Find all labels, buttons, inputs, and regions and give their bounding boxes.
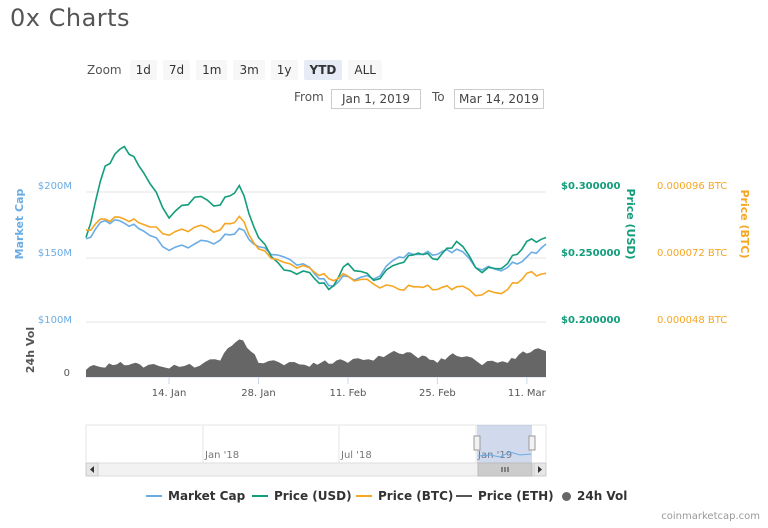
y-left-tick-200: $200M bbox=[38, 181, 72, 192]
zoom-3m-button[interactable]: 3m bbox=[233, 60, 265, 80]
y-left-tick-150: $150M bbox=[38, 248, 72, 259]
grid bbox=[86, 191, 546, 323]
y-btc-tick-96: 0.000096 BTC bbox=[657, 181, 727, 192]
zoom-ytd-button[interactable]: YTD bbox=[303, 60, 343, 80]
y-btc-axis-label: Price (BTC) bbox=[738, 189, 751, 258]
volume-series bbox=[86, 339, 546, 377]
legend-24h-vol-swatch bbox=[562, 491, 571, 501]
navigator-label-jan18: Jan '18 bbox=[204, 450, 239, 461]
credit-link[interactable]: coinmarketcap.com bbox=[661, 511, 760, 522]
y-usd-tick-0300: $0.300000 bbox=[561, 181, 621, 192]
series-price-btc bbox=[85, 215, 547, 297]
legend-price-eth-swatch bbox=[456, 495, 472, 497]
navigator[interactable] bbox=[85, 424, 547, 464]
volume-tick-0: 0 bbox=[64, 368, 70, 379]
zoom-selector: Zoom 1d 7d 1m 3m 1y YTD ALL bbox=[87, 60, 382, 80]
zoom-1d-button[interactable]: 1d bbox=[129, 60, 157, 80]
navigator-selection[interactable] bbox=[477, 425, 532, 463]
zoom-all-button[interactable]: ALL bbox=[348, 60, 382, 80]
navigator-label-jul18: Jul '18 bbox=[340, 450, 372, 461]
legend-price-btc[interactable]: Price (BTC) bbox=[356, 489, 453, 503]
x-tick-label: 11. Feb bbox=[330, 388, 367, 399]
zoom-7d-button[interactable]: 7d bbox=[162, 60, 191, 80]
navigator-handle-right[interactable] bbox=[528, 435, 536, 451]
y-btc-tick-72: 0.000072 BTC bbox=[657, 248, 727, 259]
series-24h-vol bbox=[86, 339, 546, 377]
legend-24h-vol[interactable]: 24h Vol bbox=[562, 489, 627, 503]
volume-axis-label: 24h Vol bbox=[24, 327, 37, 373]
zoom-1y-button[interactable]: 1y bbox=[270, 60, 298, 80]
x-tick-label: 28. Jan bbox=[241, 388, 276, 399]
x-tick-label: 14. Jan bbox=[152, 388, 187, 399]
legend-market-cap-label: Market Cap bbox=[168, 489, 246, 503]
legend-market-cap[interactable]: Market Cap bbox=[146, 489, 245, 503]
x-tick-label: 11. Mar bbox=[508, 388, 547, 399]
to-date-input[interactable]: Mar 14, 2019 bbox=[454, 89, 544, 109]
legend-market-cap-swatch bbox=[146, 495, 162, 497]
legend-24h-vol-label: 24h Vol bbox=[577, 489, 628, 503]
y-left-axis-label: Market Cap bbox=[13, 189, 26, 260]
legend-price-usd-label: Price (USD) bbox=[274, 489, 352, 503]
price-series bbox=[85, 145, 547, 297]
price-chart: $200M $150M $100M Market Cap $0.300000 $… bbox=[13, 145, 751, 477]
chart-legend: Market Cap Price (USD) Price (BTC) Price… bbox=[0, 489, 768, 509]
legend-price-eth[interactable]: Price (ETH) bbox=[456, 489, 554, 503]
to-label: To bbox=[432, 90, 445, 104]
zoom-label: Zoom bbox=[87, 63, 122, 77]
series-price-usd bbox=[85, 145, 547, 291]
y-left-tick-100: $100M bbox=[38, 315, 72, 326]
y-usd-tick-0200: $0.200000 bbox=[561, 315, 621, 326]
from-label: From bbox=[294, 90, 324, 104]
legend-price-usd-swatch bbox=[252, 495, 268, 497]
scroll-right-arrow-icon bbox=[538, 466, 542, 473]
page-title: 0x Charts bbox=[10, 4, 131, 32]
y-usd-tick-0250: $0.250000 bbox=[561, 248, 621, 259]
legend-price-btc-swatch bbox=[356, 495, 372, 497]
from-date-input[interactable]: Jan 1, 2019 bbox=[331, 89, 421, 109]
scroll-left-arrow-icon bbox=[90, 466, 94, 473]
navigator-series bbox=[477, 451, 532, 458]
series-market-cap bbox=[85, 218, 547, 287]
legend-price-usd[interactable]: Price (USD) bbox=[252, 489, 352, 503]
navigator-handle-left[interactable] bbox=[473, 435, 481, 451]
x-axis: 14. Jan 28. Jan 11. Feb 25. Feb 11. Mar bbox=[152, 377, 547, 399]
zoom-1m-button[interactable]: 1m bbox=[196, 60, 228, 80]
legend-price-btc-label: Price (BTC) bbox=[378, 489, 454, 503]
scrollbar-track[interactable] bbox=[85, 462, 547, 477]
scrollbar-grip-icon bbox=[501, 467, 509, 472]
legend-price-eth-label: Price (ETH) bbox=[478, 489, 554, 503]
x-tick-label: 25. Feb bbox=[419, 388, 456, 399]
y-btc-tick-48: 0.000048 BTC bbox=[657, 315, 727, 326]
y-usd-axis-label: Price (USD) bbox=[624, 188, 637, 259]
